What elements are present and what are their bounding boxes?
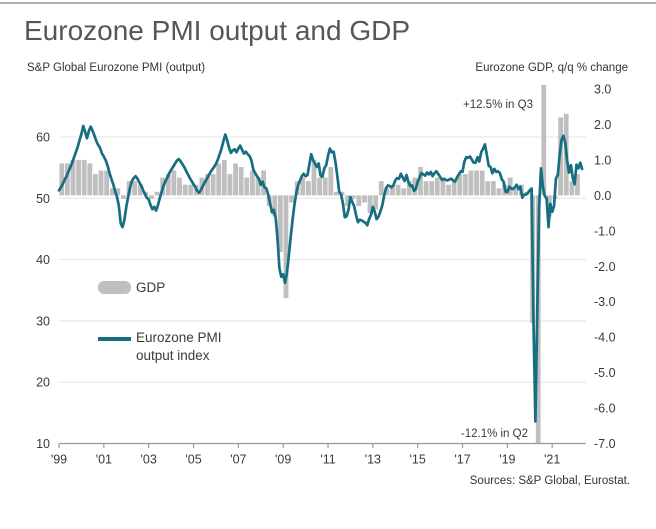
svg-text:1.0: 1.0 xyxy=(594,153,611,167)
svg-text:+12.5% in Q3: +12.5% in Q3 xyxy=(463,99,533,111)
svg-text:'09: '09 xyxy=(275,453,291,467)
svg-text:'19: '19 xyxy=(499,453,515,467)
svg-text:'11: '11 xyxy=(320,453,335,467)
svg-text:'01: '01 xyxy=(96,453,112,467)
legend-gdp-label: GDP xyxy=(136,280,166,295)
svg-text:60: 60 xyxy=(36,131,50,145)
svg-text:'13: '13 xyxy=(365,453,381,467)
legend-pmi-label: Eurozone PMI output index xyxy=(136,330,222,363)
pmi-line-swatch-icon xyxy=(98,337,131,341)
gdp-bar-swatch-icon xyxy=(98,281,131,294)
svg-text:'15: '15 xyxy=(410,453,426,467)
svg-text:30: 30 xyxy=(36,314,50,328)
svg-text:0.0: 0.0 xyxy=(594,189,611,203)
right-axis-title: Eurozone GDP, q/q % change xyxy=(475,62,628,74)
left-axis-title: S&P Global Eurozone PMI (output) xyxy=(27,62,206,74)
svg-text:20: 20 xyxy=(36,376,50,390)
svg-text:10: 10 xyxy=(36,437,50,451)
chart-title: Eurozone PMI output and GDP xyxy=(24,15,410,46)
svg-text:-7.0: -7.0 xyxy=(594,437,616,451)
svg-text:3.0: 3.0 xyxy=(594,83,611,97)
svg-text:'03: '03 xyxy=(141,453,157,467)
source-note: Sources: S&P Global, Eurostat. xyxy=(469,475,630,487)
svg-text:-1.0: -1.0 xyxy=(594,224,616,238)
svg-text:2.0: 2.0 xyxy=(594,118,611,132)
svg-text:-4.0: -4.0 xyxy=(594,331,616,345)
svg-text:-12.1% in Q2: -12.1% in Q2 xyxy=(461,428,528,440)
svg-text:40: 40 xyxy=(36,253,50,267)
svg-text:-2.0: -2.0 xyxy=(594,260,616,274)
chart-plot-area: '99 '01 '03 '05 '07 '09 '11 '13 '15 '17 '19 '21 60 50… xyxy=(36,83,616,467)
svg-text:'99: '99 xyxy=(51,453,67,467)
svg-text:'05: '05 xyxy=(185,453,201,467)
svg-text:'21: '21 xyxy=(544,453,560,467)
svg-text:50: 50 xyxy=(36,192,50,206)
svg-text:'17: '17 xyxy=(454,453,470,467)
top-divider xyxy=(0,2,656,4)
svg-text:-3.0: -3.0 xyxy=(594,295,616,309)
svg-text:-5.0: -5.0 xyxy=(594,366,616,380)
svg-text:-6.0: -6.0 xyxy=(594,402,616,416)
svg-text:'07: '07 xyxy=(230,453,246,467)
